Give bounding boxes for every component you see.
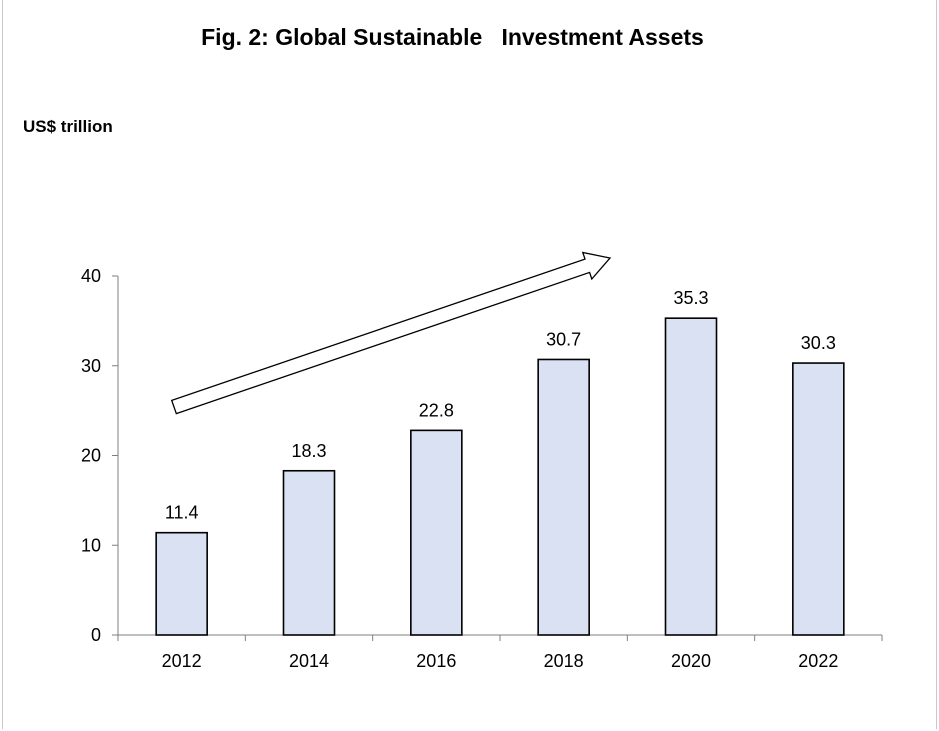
x-tick-label: 2016 bbox=[416, 651, 456, 671]
y-tick-label: 0 bbox=[91, 625, 101, 645]
data-label: 11.4 bbox=[165, 503, 199, 523]
chart-title: Fig. 2: Global Sustainable Investment As… bbox=[201, 24, 704, 50]
data-label: 30.3 bbox=[801, 333, 836, 353]
bar bbox=[410, 429, 463, 636]
x-tick-label: 2018 bbox=[544, 651, 584, 671]
y-tick-label: 30 bbox=[81, 356, 101, 376]
chart-axes bbox=[117, 276, 882, 636]
x-tick-label: 2020 bbox=[671, 651, 711, 671]
y-tick-label: 10 bbox=[81, 535, 101, 555]
y-axis-ticks: 0 10 20 30 40 bbox=[81, 266, 118, 645]
x-axis-ticks: 2012 2014 2016 2018 2020 2022 bbox=[117, 635, 883, 671]
data-label: 30.7 bbox=[546, 329, 581, 349]
bar bbox=[155, 531, 208, 636]
data-label: 35.3 bbox=[673, 288, 708, 308]
x-tick-label: 2012 bbox=[162, 651, 202, 671]
bar bbox=[664, 317, 718, 636]
bar bbox=[792, 362, 845, 636]
x-tick-label: 2014 bbox=[289, 651, 329, 671]
y-tick-label: 40 bbox=[81, 266, 101, 286]
bar bbox=[282, 469, 336, 636]
bar bbox=[537, 358, 590, 636]
data-label: 22.8 bbox=[419, 400, 454, 420]
data-label: 18.3 bbox=[291, 441, 326, 461]
data-labels: 11.4 18.3 22.8 30.7 35.3 30.3 bbox=[165, 288, 836, 523]
trend-arrow-icon bbox=[170, 251, 612, 415]
x-tick-label: 2022 bbox=[798, 651, 838, 671]
bar-series bbox=[155, 317, 845, 636]
y-tick-label: 20 bbox=[81, 446, 101, 466]
y-axis-unit-label: US$ trillion bbox=[23, 117, 113, 136]
